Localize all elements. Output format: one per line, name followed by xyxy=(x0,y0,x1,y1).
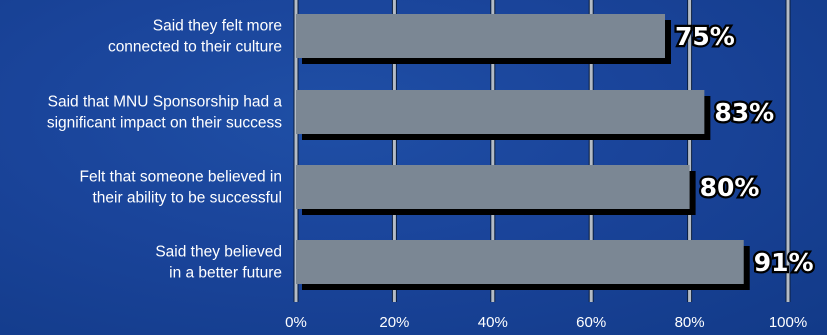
category-label: Said they believed xyxy=(155,244,282,261)
value-label: 91% xyxy=(754,248,814,277)
category-label: Said they felt more xyxy=(153,18,282,35)
category-label: significant impact on their success xyxy=(47,115,282,132)
bar xyxy=(296,90,705,134)
gridlines xyxy=(293,0,791,302)
bar xyxy=(296,165,690,209)
bars xyxy=(296,14,750,290)
value-label: 80% xyxy=(700,173,760,202)
x-tick-label: 80% xyxy=(675,314,705,331)
x-tick-label: 20% xyxy=(379,314,409,331)
x-tick-label: 100% xyxy=(769,314,807,331)
value-label: 75% xyxy=(675,22,735,51)
gridline xyxy=(589,0,593,302)
gridline xyxy=(688,0,692,302)
x-tick-label: 60% xyxy=(576,314,606,331)
value-label: 83% xyxy=(714,98,774,127)
category-label: connected to their culture xyxy=(108,39,282,56)
bar xyxy=(296,14,665,58)
gridline xyxy=(491,0,495,302)
gridline xyxy=(294,0,298,302)
x-tick-label: 0% xyxy=(285,314,307,331)
gridline xyxy=(392,0,396,302)
x-tick-label: 40% xyxy=(478,314,508,331)
category-label: in a better future xyxy=(169,265,282,282)
category-label: Said that MNU Sponsorship had a xyxy=(48,94,283,111)
gridline xyxy=(786,0,790,302)
category-label: their ability to be successful xyxy=(92,190,282,207)
category-label: Felt that someone believed in xyxy=(80,169,282,186)
bar xyxy=(296,240,744,284)
labels: 0% 20% 40% 60% 80% 100% 75% Said they felt more… xyxy=(47,18,816,332)
